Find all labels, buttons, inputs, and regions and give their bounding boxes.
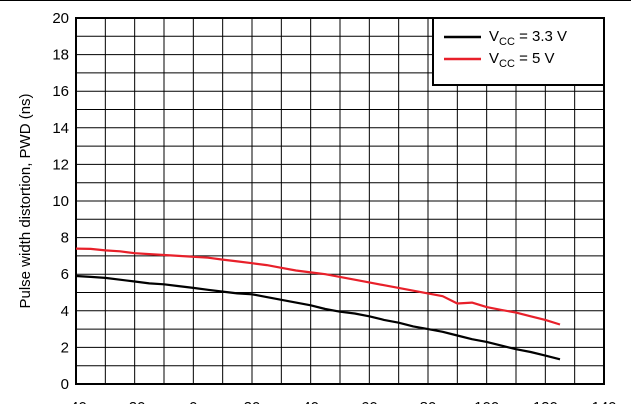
x-tick-label: -40: [65, 399, 87, 404]
series-line-vcc-5v: [75, 247, 561, 326]
x-tick-label: 60: [361, 399, 378, 404]
x-tick-labels: -40 -20 0 20 40 60 80 100 120 140: [65, 399, 616, 404]
y-tick-labels: 0 2 4 6 8 10 12 14 16 18 20: [52, 10, 69, 393]
y-tick-label: 2: [61, 339, 69, 356]
x-tick-label: 20: [244, 399, 261, 404]
y-tick-label: 12: [52, 156, 69, 173]
x-tick-label: 140: [591, 399, 616, 404]
y-tick-label: 10: [52, 193, 69, 210]
x-tick-label: -20: [124, 399, 146, 404]
x-tick-label: 0: [189, 399, 197, 404]
y-tick-label: 8: [61, 230, 69, 247]
x-tick-label: 40: [302, 399, 319, 404]
legend-entry: VCC = 3.3 V: [489, 28, 567, 48]
y-tick-label: 4: [61, 303, 69, 320]
series-group: [75, 247, 561, 361]
y-tick-label: 14: [52, 120, 69, 137]
top-border-rule: [0, 0, 631, 1]
plot-area-border: [75, 17, 605, 385]
series-line-vcc-3-3v: [75, 274, 561, 361]
legend-box: [432, 17, 605, 86]
x-tick-label: 120: [533, 399, 558, 404]
y-tick-label: 6: [61, 266, 69, 283]
y-tick-label: 20: [52, 10, 69, 27]
y-tick-label: 0: [61, 376, 69, 393]
legend-entry: VCC = 5 V: [489, 50, 555, 70]
x-tick-label: 100: [474, 399, 499, 404]
y-tick-label: 16: [52, 83, 69, 100]
x-tick-label: 80: [420, 399, 437, 404]
y-tick-label: 18: [52, 47, 69, 64]
y-axis-label: Pulse width distortion, PWD (ns): [17, 93, 34, 308]
